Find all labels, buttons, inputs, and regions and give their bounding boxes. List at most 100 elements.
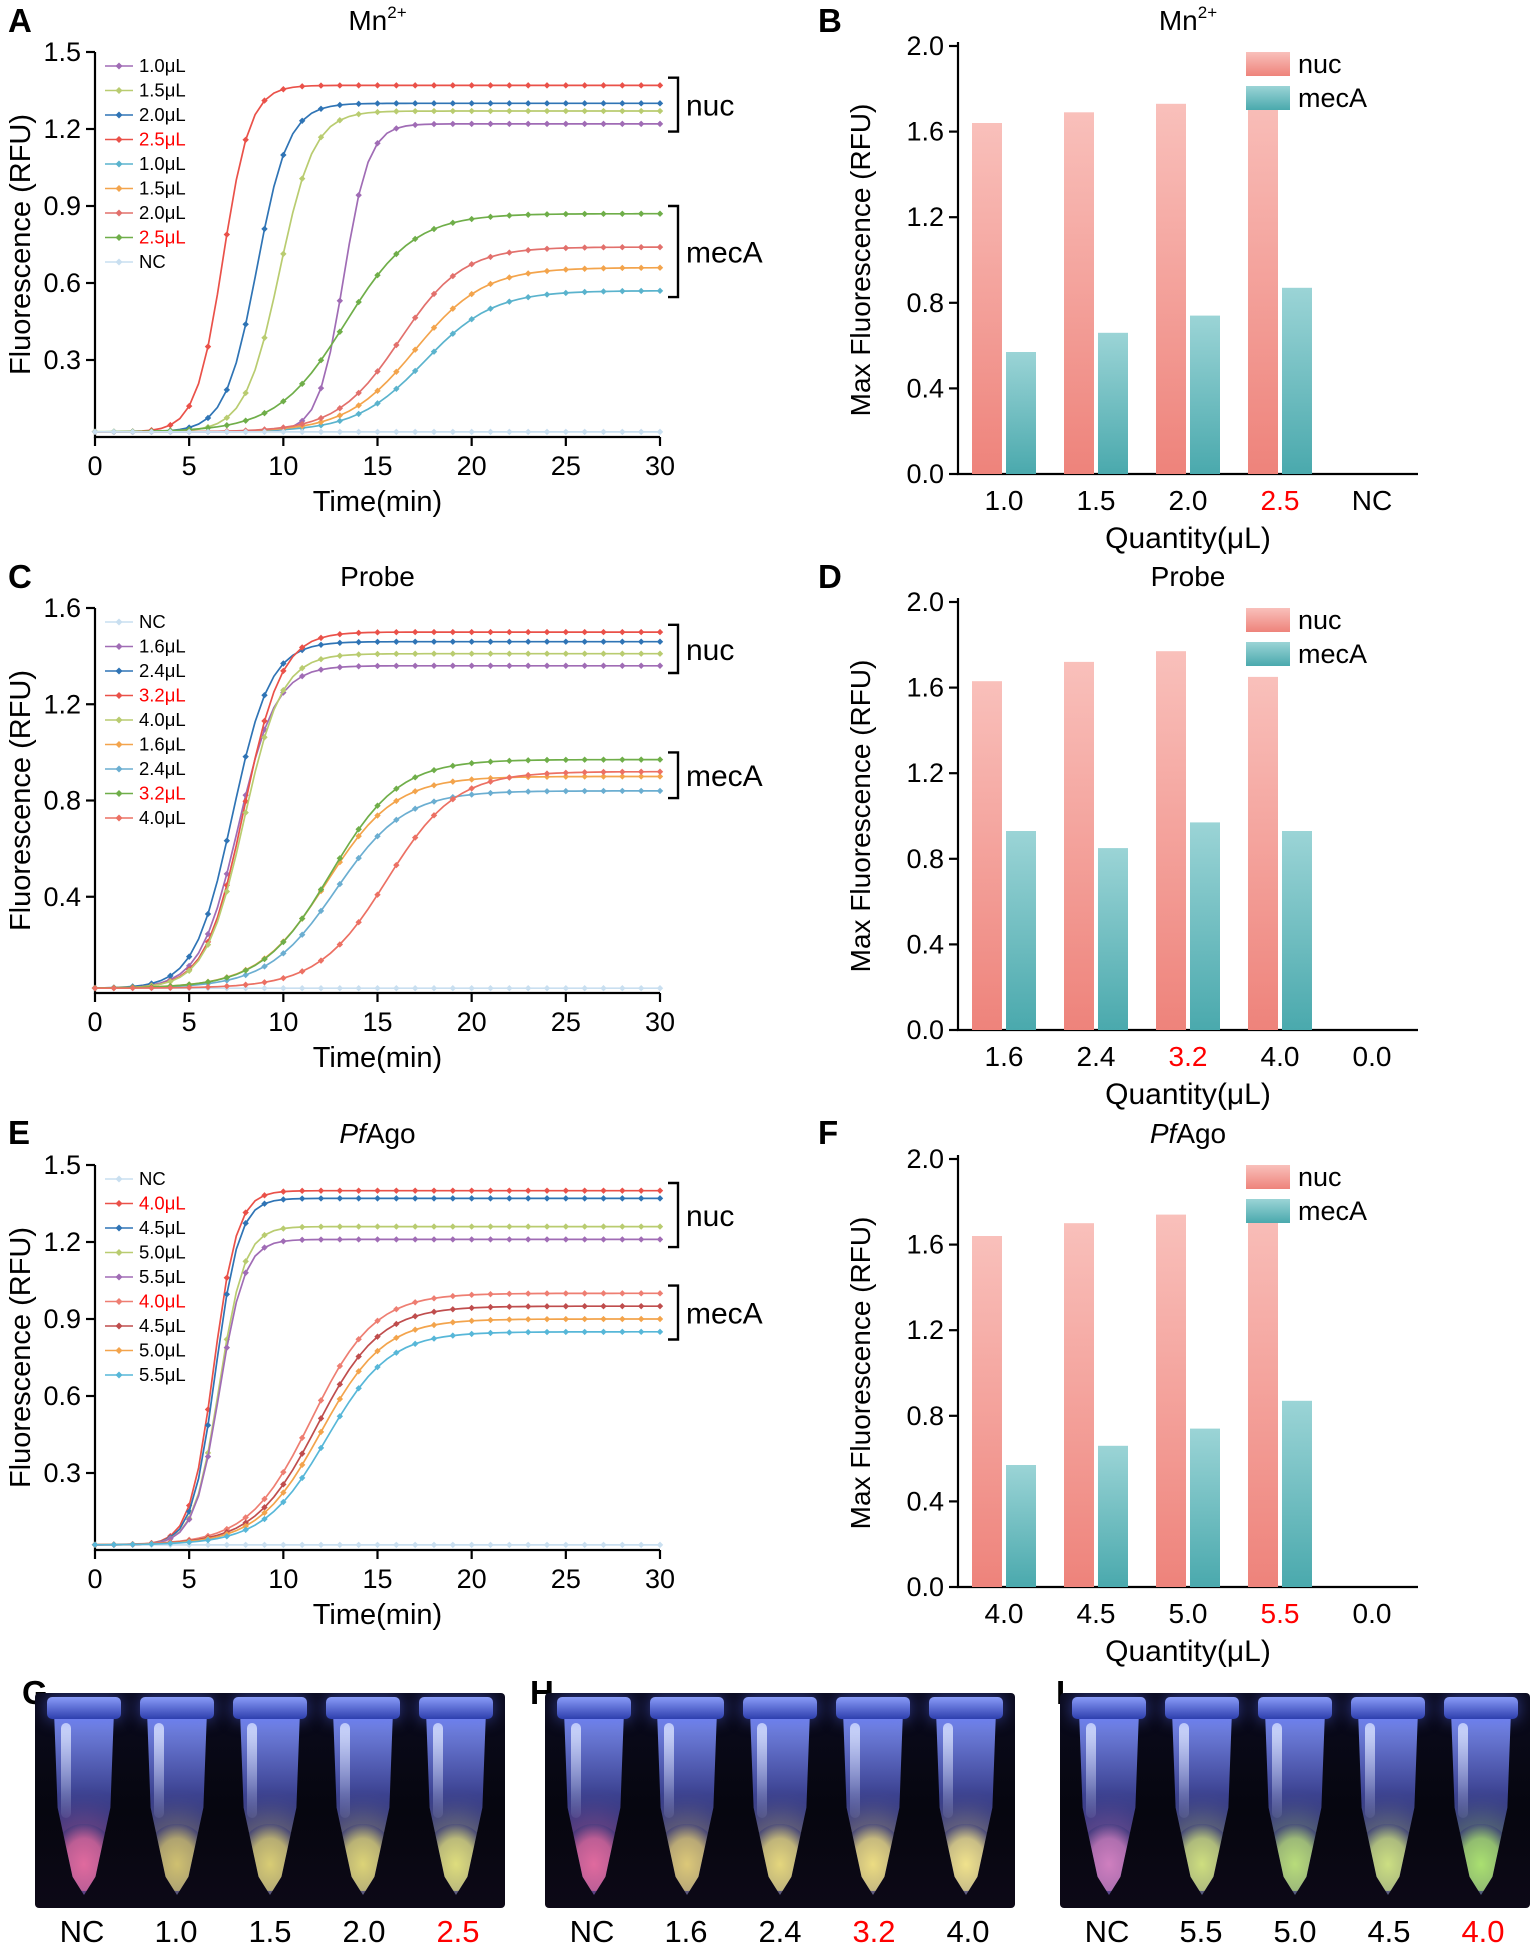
marker bbox=[129, 984, 136, 992]
marker bbox=[600, 650, 607, 657]
series-1.5μL bbox=[91, 264, 664, 436]
marker bbox=[242, 389, 249, 397]
tube-liquid bbox=[1358, 1823, 1418, 1891]
marker bbox=[619, 1315, 626, 1323]
marker bbox=[115, 814, 123, 822]
marker bbox=[619, 244, 626, 251]
marker bbox=[430, 1335, 438, 1342]
tube-cap bbox=[557, 1697, 631, 1719]
marker bbox=[543, 1195, 551, 1202]
tube-liquid bbox=[1451, 1823, 1511, 1891]
marker bbox=[468, 107, 475, 115]
marker bbox=[468, 628, 475, 636]
marker bbox=[336, 328, 344, 335]
legend-label: 4.0μL bbox=[139, 1193, 186, 1214]
marker bbox=[506, 100, 513, 107]
marker bbox=[317, 655, 325, 663]
marker bbox=[261, 1509, 268, 1517]
marker bbox=[562, 289, 570, 297]
marker bbox=[637, 1187, 645, 1194]
marker bbox=[449, 778, 457, 785]
tube-cap bbox=[650, 1697, 724, 1719]
legend-label: nuc bbox=[1298, 605, 1342, 635]
marker bbox=[468, 650, 475, 657]
tube-shine bbox=[1086, 1723, 1096, 1818]
tube-shine bbox=[664, 1723, 674, 1818]
svg-text:2.0: 2.0 bbox=[906, 587, 944, 617]
marker bbox=[468, 82, 475, 89]
marker bbox=[581, 650, 588, 657]
tube-quantity-label: 4.5 bbox=[1367, 1914, 1411, 1949]
tube bbox=[133, 1697, 221, 1902]
marker bbox=[393, 385, 400, 393]
marker bbox=[430, 798, 438, 805]
marker bbox=[430, 812, 438, 819]
marker bbox=[298, 1541, 306, 1549]
marker bbox=[468, 662, 475, 669]
tube-shine bbox=[61, 1723, 71, 1818]
legend-label: 5.0μL bbox=[139, 1340, 186, 1361]
marker bbox=[261, 1541, 268, 1549]
marker bbox=[317, 907, 325, 915]
marker bbox=[581, 1187, 588, 1194]
marker bbox=[468, 120, 475, 128]
marker bbox=[581, 100, 588, 107]
tube-liquid bbox=[333, 1823, 393, 1891]
marker bbox=[506, 298, 513, 305]
marker bbox=[656, 82, 664, 89]
marker bbox=[336, 1223, 344, 1230]
marker bbox=[393, 428, 400, 436]
marker bbox=[449, 120, 457, 128]
marker bbox=[619, 1223, 626, 1230]
marker bbox=[506, 1303, 513, 1310]
marker bbox=[524, 1195, 532, 1202]
tube-cap bbox=[929, 1697, 1003, 1719]
svg-text:15: 15 bbox=[362, 1007, 392, 1037]
tube-shine bbox=[1365, 1723, 1375, 1818]
marker bbox=[242, 753, 249, 760]
tube-body bbox=[843, 1713, 903, 1895]
svg-text:20: 20 bbox=[457, 1564, 487, 1594]
marker bbox=[581, 82, 588, 89]
line-chart-pfago: 0.3 0.6 0.9 1.2 1.5 0 5 10 15 20 25 30 Time(min) Fluo… bbox=[5, 1118, 763, 1631]
chart-title: PfAgo bbox=[1150, 1118, 1226, 1149]
legend-label: 1.5μL bbox=[139, 80, 186, 101]
marker bbox=[317, 422, 325, 429]
marker bbox=[115, 87, 123, 94]
x-axis-label: Time(min) bbox=[313, 1599, 442, 1631]
svg-text:30: 30 bbox=[645, 451, 675, 481]
marker bbox=[468, 776, 475, 783]
marker bbox=[487, 120, 494, 128]
svg-text:1.6: 1.6 bbox=[906, 1230, 944, 1260]
tube-cap bbox=[233, 1697, 307, 1719]
bar-mecA bbox=[1190, 315, 1220, 474]
marker bbox=[204, 424, 212, 432]
legend-label: mecA bbox=[1298, 1196, 1367, 1226]
marker bbox=[374, 650, 381, 658]
svg-text:0.8: 0.8 bbox=[906, 844, 944, 874]
marker bbox=[543, 82, 551, 89]
marker bbox=[242, 321, 249, 328]
marker bbox=[355, 82, 362, 89]
marker bbox=[524, 100, 532, 107]
marker bbox=[355, 410, 362, 418]
marker bbox=[430, 1195, 438, 1202]
legend-label: mecA bbox=[1298, 639, 1367, 669]
marker bbox=[430, 428, 438, 436]
svg-text:30: 30 bbox=[645, 1564, 675, 1594]
tube bbox=[1437, 1697, 1525, 1902]
marker bbox=[336, 82, 344, 89]
marker bbox=[600, 662, 607, 669]
marker bbox=[355, 1195, 362, 1202]
marker bbox=[411, 638, 419, 645]
marker bbox=[600, 1302, 607, 1310]
marker bbox=[336, 984, 344, 992]
marker bbox=[280, 151, 287, 159]
marker bbox=[430, 1308, 438, 1316]
marker bbox=[619, 1302, 626, 1310]
marker bbox=[449, 330, 457, 337]
marker bbox=[115, 62, 123, 70]
svg-text:0.3: 0.3 bbox=[43, 1458, 81, 1488]
marker bbox=[543, 107, 551, 115]
legend-label: 4.0μL bbox=[139, 709, 186, 730]
